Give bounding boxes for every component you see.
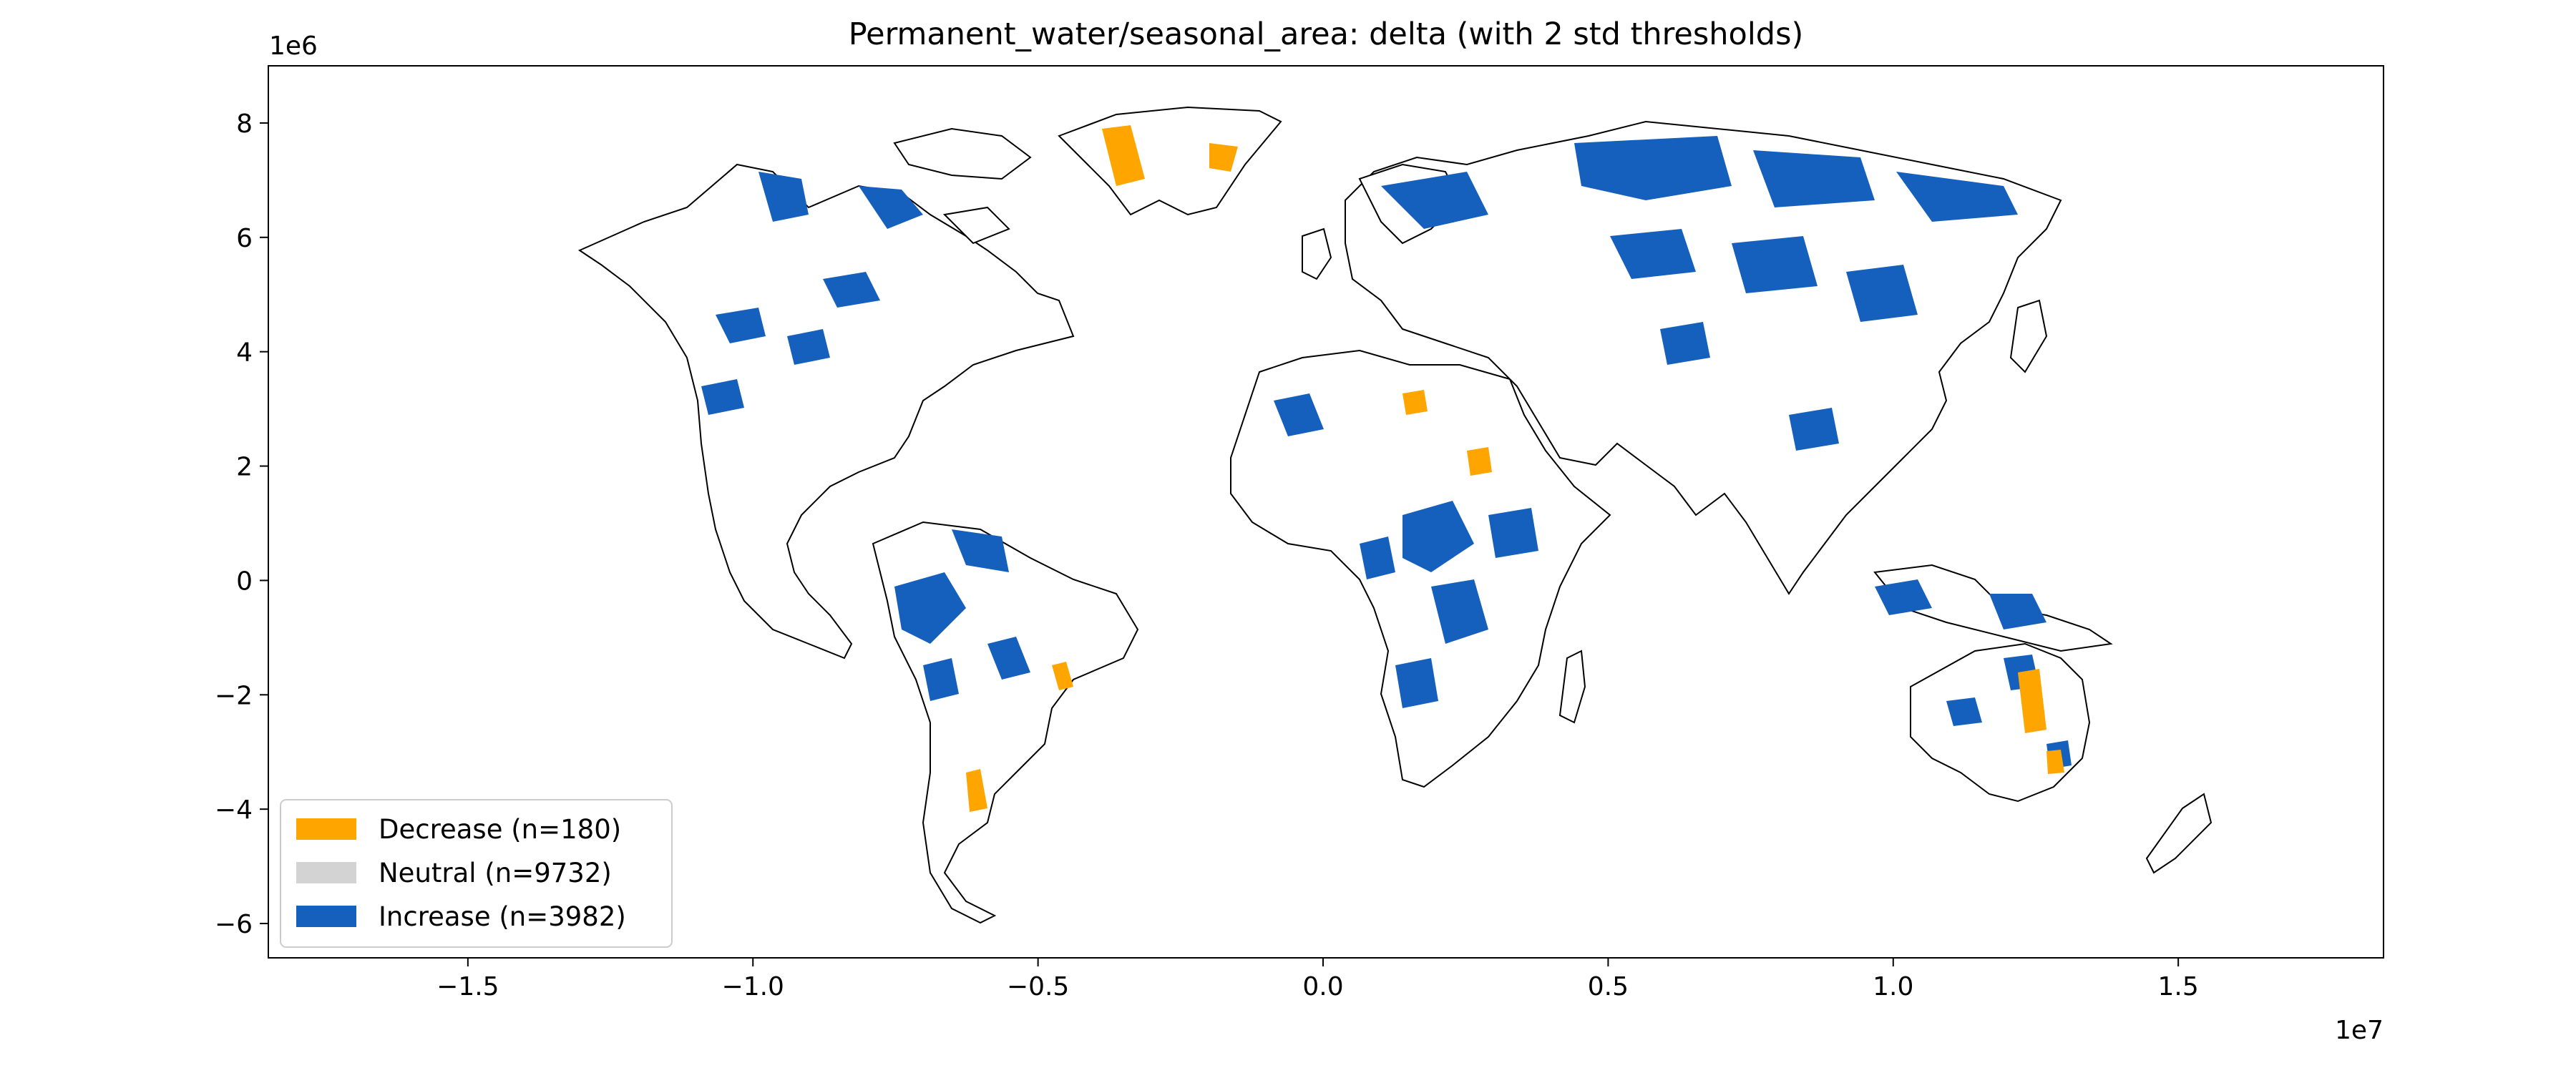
increase-region-africa xyxy=(1274,393,1538,708)
x-axis: −1.5 −1.0 −0.5 0.0 0.5 1.0 1.5 xyxy=(436,958,2199,1001)
y-scale-label: 1e6 xyxy=(269,31,318,61)
increase-region-south-america xyxy=(894,529,1030,701)
x-tick-label: 0.0 xyxy=(1302,972,1343,1001)
southeast-asia-islands-outline xyxy=(1873,564,2113,652)
x-tick-label: 1.0 xyxy=(1873,972,1913,1001)
axes-frame xyxy=(268,65,2384,959)
legend-swatch-decrease xyxy=(296,818,356,840)
legend-label-increase: Increase (n=3982) xyxy=(379,901,626,932)
new-zealand-outline xyxy=(2145,793,2212,874)
decrease-region-south-america xyxy=(966,662,1073,812)
x-tick-label: −0.5 xyxy=(1007,972,1069,1001)
world-map xyxy=(577,106,2212,924)
legend: Decrease (n=180) Neutral (n=9732) Increa… xyxy=(280,799,673,948)
y-axis: 8 6 4 2 0 −2 −4 −6 xyxy=(215,109,268,939)
decrease-regions xyxy=(966,125,2064,812)
x-tick-label: −1.5 xyxy=(436,972,499,1001)
legend-swatch-increase xyxy=(296,906,356,927)
arctic-islands-outline xyxy=(893,127,1032,245)
decrease-region-greenland xyxy=(1102,125,1238,186)
y-tick-label: −2 xyxy=(215,681,253,710)
japan-outline xyxy=(2009,299,2048,373)
y-tick-label: 4 xyxy=(236,338,253,368)
x-scale-label: 1e7 xyxy=(2335,1016,2384,1045)
legend-label-neutral: Neutral (n=9732) xyxy=(379,858,612,888)
increase-region-north-america xyxy=(701,172,923,415)
legend-label-decrease: Decrease (n=180) xyxy=(379,814,621,845)
british-isles-outline xyxy=(1302,227,1332,280)
y-tick-label: 6 xyxy=(236,224,253,253)
y-tick-label: 0 xyxy=(236,567,253,596)
increase-region-southeast-asia xyxy=(1875,579,2046,629)
x-tick-label: 0.5 xyxy=(1588,972,1629,1001)
chart-title: Permanent_water/seasonal_area: delta (wi… xyxy=(849,16,1804,52)
increase-region-eurasia xyxy=(1381,136,2018,451)
legend-box xyxy=(280,799,673,948)
y-tick-label: −6 xyxy=(215,910,253,939)
y-tick-label: 2 xyxy=(236,453,253,482)
legend-swatch-neutral xyxy=(296,862,356,883)
australia-outline xyxy=(1910,642,2091,803)
x-tick-label: −1.0 xyxy=(722,972,784,1001)
y-tick-label: −4 xyxy=(215,795,253,825)
y-tick-label: 8 xyxy=(236,109,253,139)
decrease-region-australia xyxy=(2018,669,2064,774)
x-tick-label: 1.5 xyxy=(2158,972,2199,1001)
decrease-region-africa xyxy=(1402,390,1492,476)
madagascar-outline xyxy=(1558,650,1586,724)
africa-outline xyxy=(1230,349,1611,788)
